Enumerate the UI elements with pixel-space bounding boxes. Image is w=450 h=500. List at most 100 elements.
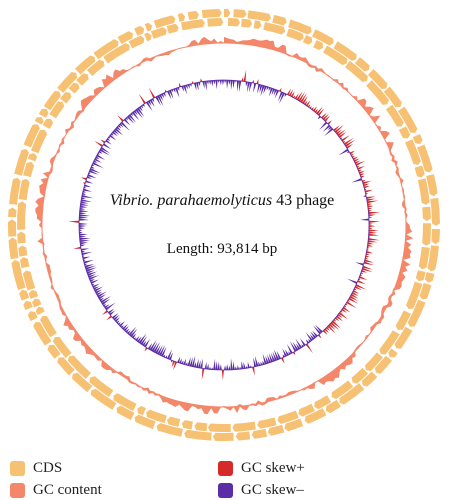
gc-skew-plus-spike [352,156,359,161]
gc-skew-minus-spike [189,356,193,367]
gc-skew-plus-spike [364,189,374,193]
gc-skew-minus-spike [262,360,265,365]
gc-skew-plus-spike [302,95,308,104]
gc-skew-plus-spike [117,115,124,122]
gc-skew-minus-spike [273,349,279,360]
gc-skew-minus-spike [100,146,111,154]
gc-skew-minus-spike [80,248,90,251]
cds-block [144,22,153,32]
cds-block [76,73,89,86]
cds-block [8,207,17,218]
gc-skew-minus-spike [224,80,227,84]
gc-skew-minus-spike [217,80,220,83]
gc-skew-minus-spike [96,154,106,160]
cds-block [57,357,75,376]
gc-skew-plus-spike [333,125,340,132]
cds-block [277,410,299,425]
cds-swatch [10,461,25,476]
cds-block [424,272,435,283]
gc-skew-plus-spike [366,196,376,200]
gc-skew-plus-spike [357,166,365,171]
cds-block [417,178,430,205]
gc-skew-plus-spike [94,140,103,147]
cds-block [40,315,57,338]
cds-block [331,380,354,400]
circular-genome-map: Vibrio. parahaemolyticus 43 phage Length… [8,9,440,441]
gc-skew-minus-spike [87,174,97,179]
gc-skew-minus-spike [239,366,242,370]
gc-skew-minus-spike [120,325,124,329]
gc-skew-minus-spike [110,132,114,136]
gc-skew-minus-spike [224,365,227,370]
gc-skew-plus-spike [324,115,331,122]
cds-block [414,165,425,178]
gc-skew-minus-spike [219,80,222,86]
gc-skew-plus-spike [350,293,359,299]
gc-skew-minus-spike [312,330,318,338]
gc-skew-minus-spike [113,314,120,321]
gc-skew-minus-spike [191,355,196,367]
gc-content-ring [35,36,414,415]
gc-skew-plus-spike [290,91,295,98]
gc-skew-minus-spike [117,322,121,326]
gc-skew-plus-spike [252,366,255,376]
gc-skew-minus-spike [96,291,103,296]
gc-skew-plus-spike [340,310,343,313]
gc-skew-minus-spike [228,365,231,370]
gc-skew-minus-spike [175,87,180,98]
gc-skew-minus-spike [173,88,176,93]
gc-skew-minus-spike [193,82,197,91]
cds-block [134,414,156,429]
gc-skew-minus-spike [83,259,94,264]
legend-item-gc-content: GC content [10,482,102,499]
gc-skew-minus-spike [133,337,136,340]
gc-skew-minus-spike [138,333,147,344]
gc-skew-plus-spike [300,92,307,103]
gc-skew-minus-spike [140,335,148,345]
cds-block [288,19,312,35]
gc-skew-plus-spike [106,315,112,321]
cds-block [251,428,268,439]
gc-skew-plus-spike [327,120,333,125]
gc-skew-minus-spike [79,212,87,215]
gc-skew-minus-spike [247,81,250,93]
gc-skew-minus-spike [89,168,101,174]
gc-skew-plus-spike [357,279,366,285]
gc-skew-minus-spike [90,166,95,169]
gc-skew-minus-spike [247,361,250,369]
gc-skew-minus-spike [79,218,90,221]
gc-skew-plus-spike [348,297,359,304]
cds-block [71,372,93,393]
gc-skew-minus-spike [142,340,147,347]
gc-skew-minus-spike [144,338,151,348]
cds-block [57,71,78,93]
gc-skew-minus-spike [310,331,317,339]
gc-skew-plus-spike [367,242,374,245]
gc-skew-minus-spike [206,80,209,85]
gc-skew-minus-spike [149,339,157,351]
gc-skew-minus-spike [295,338,303,349]
legend-item-cds: CDS [10,460,62,477]
gc-skew-minus-spike [236,80,240,92]
gc-skew-minus-spike [257,84,261,94]
gc-skew-minus-spike [215,361,218,370]
gc-skew-minus-spike [79,209,89,213]
gc-skew-minus-spike [322,124,331,133]
gc-skew-plus-spike [368,229,379,232]
gc-skew-minus-spike [99,297,105,302]
gc-skew-plus-spike [347,299,350,302]
gc-skew-plus-spike [351,291,359,297]
gc-skew-minus-spike [183,358,187,365]
cds-block [17,231,26,244]
gc-skew-minus-spike [111,313,119,319]
gc-skew-minus-spike [263,85,267,94]
cds-block [406,281,423,310]
gc-skew-minus-spike [80,203,89,206]
cds-block [263,22,286,35]
gc-skew-minus-spike [104,304,110,309]
gc-skew-plus-spike [148,87,156,99]
gc-skew-minus-spike [161,346,167,357]
cds-block [374,355,393,374]
gc-skew-plus-spike [256,79,259,85]
gc-skew-minus-spike [135,336,140,342]
